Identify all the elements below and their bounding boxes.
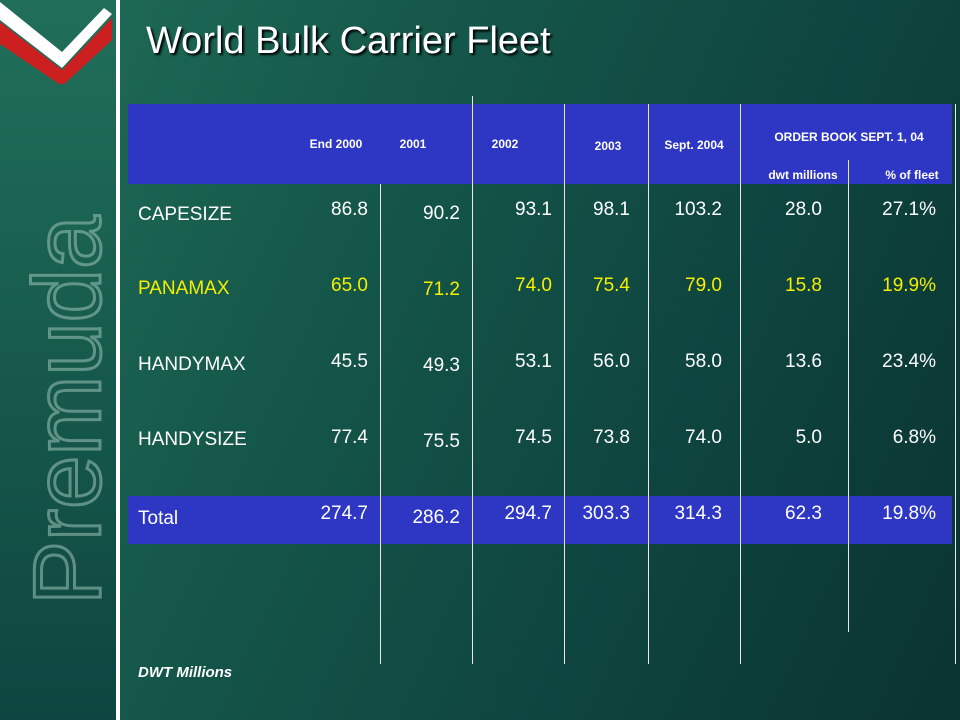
- table-cell: 90.2: [423, 203, 460, 224]
- table-cell: 58.0: [685, 351, 722, 372]
- order-book-dwt-header: dwt millions: [768, 168, 838, 182]
- total-band: [128, 496, 952, 544]
- table-cell: 74.0: [515, 275, 552, 296]
- col-header-2001: 2001: [399, 137, 427, 151]
- table-cell: 56.0: [593, 351, 630, 372]
- table-cell: 274.7: [320, 503, 368, 524]
- premuda-logo-icon: [0, 2, 112, 84]
- column-divider: [740, 104, 741, 664]
- left-divider: [116, 0, 120, 720]
- table-cell: 49.3: [423, 355, 460, 376]
- table-cell: 53.1: [515, 351, 552, 372]
- row-label-capesize: CAPESIZE: [138, 204, 232, 225]
- table-cell: 86.8: [331, 199, 368, 220]
- table-cell: 103.2: [674, 199, 722, 220]
- table-cell: 75.5: [423, 431, 460, 452]
- table-cell: 15.8: [785, 275, 822, 296]
- col-header-sept-2004: Sept. 2004: [664, 138, 724, 152]
- col-header-2003: 2003: [594, 139, 622, 153]
- column-divider: [564, 104, 565, 664]
- column-divider: [380, 184, 381, 664]
- table-cell: 62.3: [785, 503, 822, 524]
- table-cell: 75.4: [593, 275, 630, 296]
- table-cell: 27.1%: [882, 199, 936, 220]
- premuda-watermark: Premuda: [20, 213, 110, 606]
- table-cell: 314.3: [674, 503, 722, 524]
- table-cell: 5.0: [795, 427, 822, 448]
- table-cell: 77.4: [331, 427, 368, 448]
- table-cell: 93.1: [515, 199, 552, 220]
- table-cell: 19.9%: [882, 275, 936, 296]
- column-divider: [848, 160, 849, 632]
- col-header-end-2000: End 2000: [309, 137, 363, 151]
- row-label-handysize: HANDYSIZE: [138, 429, 247, 450]
- col-header-2002: 2002: [491, 137, 519, 151]
- table-cell: 19.8%: [882, 503, 936, 524]
- order-book-header: ORDER BOOK SEPT. 1, 04: [774, 130, 924, 144]
- table-cell: 98.1: [593, 199, 630, 220]
- row-label-handymax: HANDYMAX: [138, 354, 246, 375]
- table-cell: 28.0: [785, 199, 822, 220]
- page-title: World Bulk Carrier Fleet: [146, 20, 551, 62]
- table-cell: 303.3: [582, 503, 630, 524]
- svg-text:Premuda: Premuda: [20, 215, 110, 605]
- table-cell: 45.5: [331, 351, 368, 372]
- table-cell: 74.0: [685, 427, 722, 448]
- table-cell: 65.0: [331, 275, 368, 296]
- table-cell: 294.7: [504, 503, 552, 524]
- order-book-pct-header: % of fleet: [885, 168, 939, 182]
- table-cell: 73.8: [593, 427, 630, 448]
- table-cell: 286.2: [412, 507, 460, 528]
- column-divider: [955, 104, 956, 664]
- row-label-total: Total: [138, 508, 179, 529]
- table-cell: 13.6: [785, 351, 822, 372]
- table-cell: 23.4%: [882, 351, 936, 372]
- row-label-panamax: PANAMAX: [138, 278, 230, 299]
- left-band: [0, 0, 116, 720]
- table-cell: 74.5: [515, 427, 552, 448]
- column-divider: [648, 104, 649, 664]
- header-band: [128, 104, 952, 184]
- table-cell: 79.0: [685, 275, 722, 296]
- column-divider: [472, 96, 473, 664]
- units-footnote: DWT Millions: [138, 664, 233, 681]
- table-cell: 6.8%: [892, 427, 936, 448]
- table-cell: 71.2: [423, 279, 460, 300]
